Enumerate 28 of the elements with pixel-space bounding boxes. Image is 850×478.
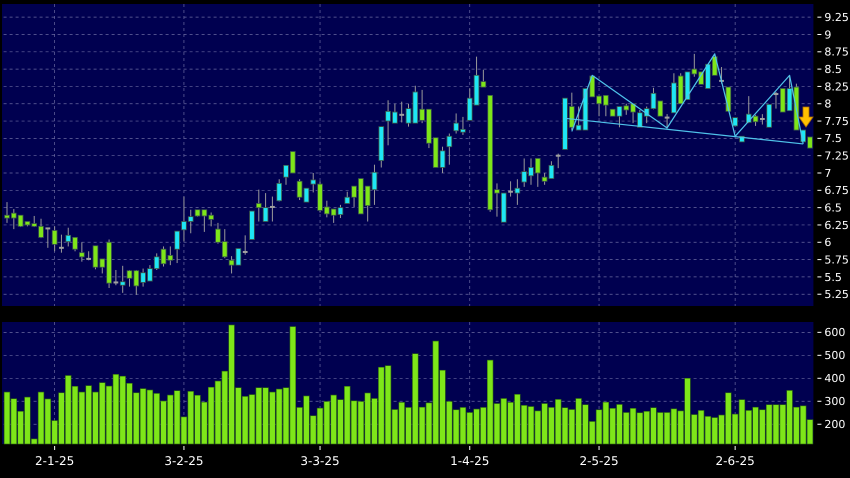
y-tick-label: 8.5 (824, 62, 842, 76)
x-tick-label: 2-6-25 (716, 454, 755, 468)
y-tick-label: 300 (824, 395, 846, 408)
y-tick-label: 5.75 (824, 253, 849, 266)
y-tick-label: 500 (824, 349, 846, 362)
y-tick-label: 600 (824, 326, 846, 340)
x-tick-label: 3-2-25 (164, 454, 204, 468)
y-tick-label: 8 (824, 98, 832, 111)
y-tick-label: 9.25 (824, 11, 849, 24)
y-tick-label: 8.25 (824, 80, 849, 94)
y-tick-label: 8.75 (824, 46, 849, 59)
y-tick-label: 7.25 (824, 150, 849, 163)
x-tick-label: 2-1-25 (35, 454, 74, 468)
x-tick-label: 2-5-25 (579, 454, 619, 468)
y-tick-label: 7.75 (824, 114, 849, 128)
y-tick-label: 5.5 (824, 270, 842, 284)
y-tick-label: 7 (824, 166, 832, 180)
y-tick-label: 5.25 (824, 288, 849, 302)
y-tick-label: 200 (824, 418, 846, 432)
y-tick-label: 9 (824, 28, 832, 42)
y-tick-label: 6 (824, 236, 832, 250)
y-tick-label: 400 (824, 372, 846, 386)
y-tick-label: 7.5 (824, 132, 842, 146)
x-tick-label: 3-3-25 (300, 454, 340, 468)
y-tick-label: 6.75 (824, 184, 849, 198)
x-tick-label: 1-4-25 (450, 454, 490, 468)
y-tick-label: 6.5 (824, 201, 842, 214)
y-tick-label: 6.25 (824, 218, 849, 232)
